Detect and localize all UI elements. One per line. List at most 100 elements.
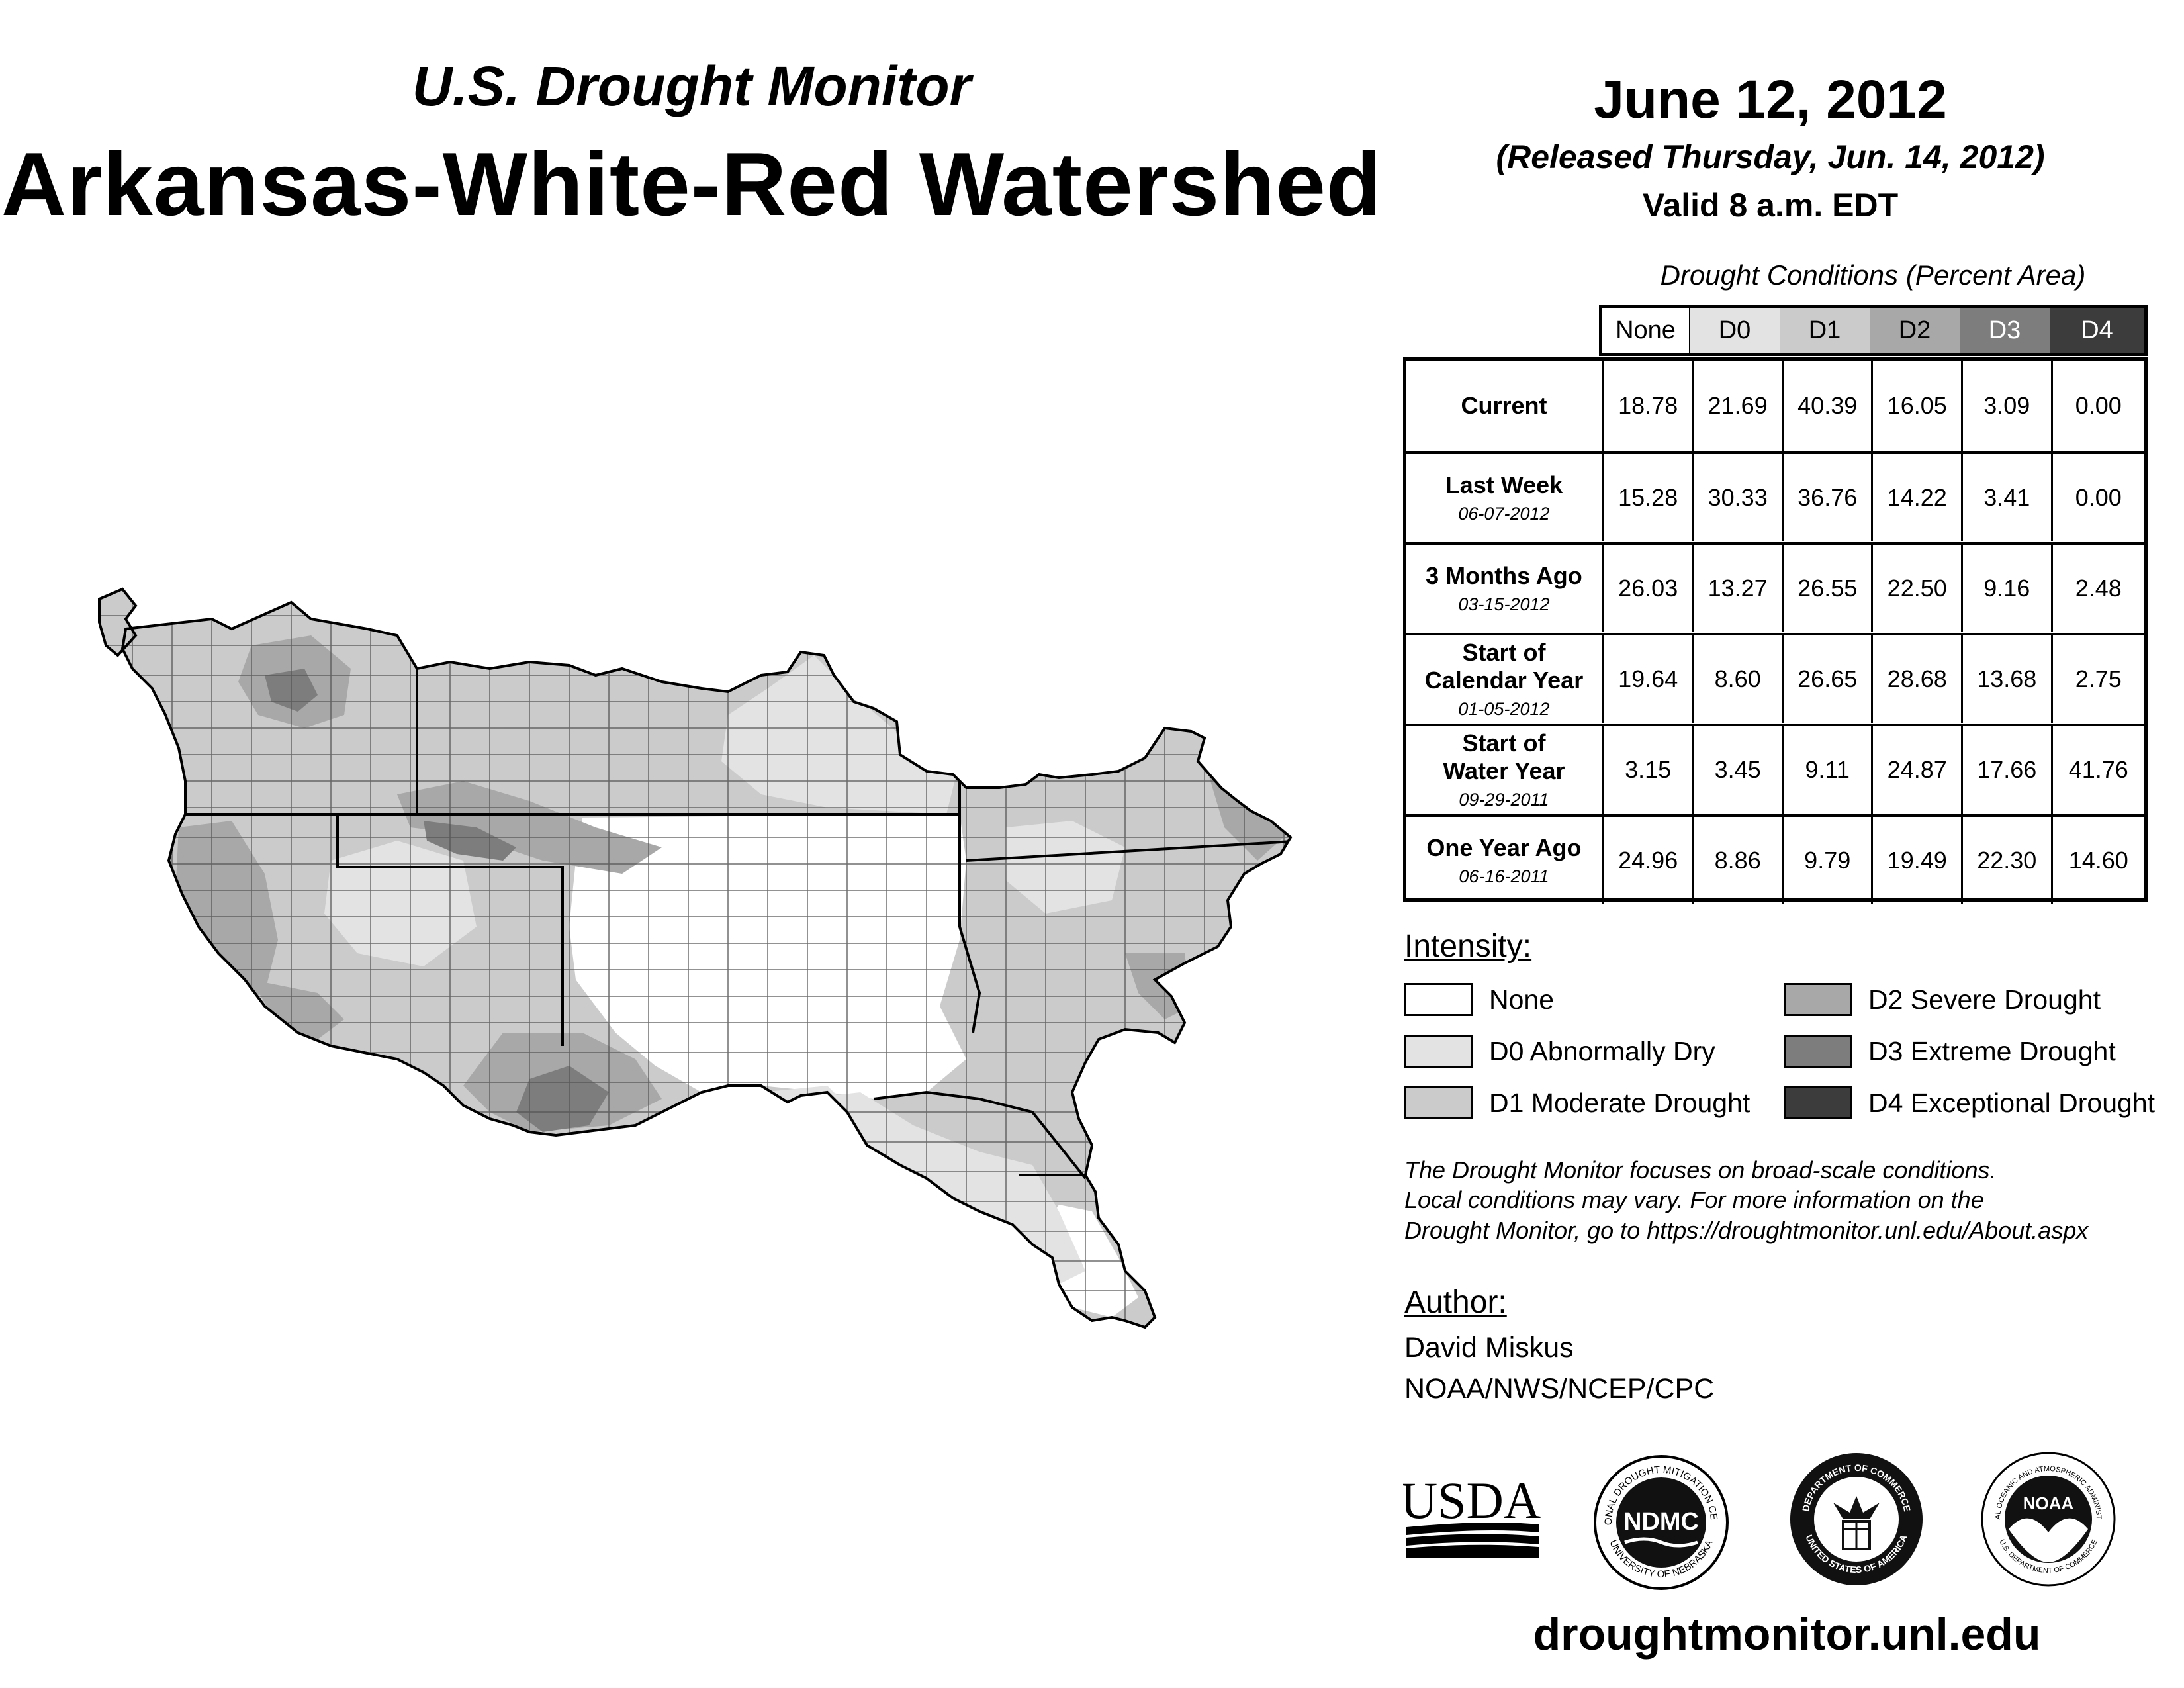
row-date: 06-16-2011 — [1459, 867, 1549, 887]
usda-text: USDA — [1403, 1472, 1541, 1529]
table-cell: 9.79 — [1784, 817, 1874, 904]
legend-label: D1 Moderate Drought — [1489, 1087, 1751, 1118]
row-label: 3 Months Ago 03-15-2012 — [1406, 545, 1604, 632]
table-cell: 15.28 — [1604, 454, 1694, 541]
watershed-map — [98, 588, 1292, 1329]
table-cell: 3.15 — [1604, 726, 1694, 814]
row-label: Current — [1406, 361, 1604, 451]
noaa-logo: NATIONAL OCEANIC AND ATMOSPHERIC ADMINIS… — [1979, 1450, 2116, 1587]
map-title: Arkansas-White-Red Watershed — [1, 134, 1383, 234]
table-cell: 0.00 — [2075, 392, 2122, 419]
table-cell: 8.60 — [1694, 635, 1784, 723]
legend-label: D2 Severe Drought — [1868, 984, 2101, 1015]
website-link[interactable]: droughtmonitor.unl.edu — [1533, 1609, 2041, 1660]
row-date: 03-15-2012 — [1458, 594, 1550, 615]
map-date: June 12, 2012 — [1594, 70, 1947, 130]
legend-swatch — [1404, 1086, 1473, 1119]
row-date: 01-05-2012 — [1458, 698, 1550, 719]
table-row: Last Week 06-07-2012 15.28 30.33 36.76 14.22 3… — [1406, 451, 2144, 541]
row-name: Current — [1461, 392, 1547, 420]
noaa-text: NOAA — [2023, 1493, 2074, 1513]
column-header: None — [1599, 305, 1692, 356]
table-cell: 28.68 — [1873, 635, 1963, 723]
row-date: 09-29-2011 — [1459, 789, 1549, 810]
row-name: Start of Water Year — [1443, 729, 1565, 784]
note-line: The Drought Monitor focuses on broad-sca… — [1404, 1156, 1997, 1184]
row-name: 3 Months Ago — [1426, 561, 1582, 589]
legend-label: D0 Abnormally Dry — [1489, 1035, 1715, 1066]
row-label: Start of Water Year 09-29-2011 — [1406, 726, 1604, 814]
table-cell: 26.65 — [1784, 635, 1874, 723]
row-label: Start of Calendar Year 01-05-2012 — [1406, 635, 1604, 723]
valid-time: Valid 8 a.m. EDT — [1642, 187, 1899, 224]
legend-swatch — [1404, 983, 1473, 1016]
table-cell: 3.45 — [1694, 726, 1784, 814]
disclaimer-note: The Drought Monitor focuses on broad-sca… — [1404, 1155, 2172, 1245]
table-row: Start of Calendar Year 01-05-2012 19.64 8.6… — [1406, 633, 2144, 723]
table-cell: 9.11 — [1784, 726, 1874, 814]
legend-label: None — [1489, 984, 1555, 1015]
table-cell: 8.86 — [1694, 817, 1784, 904]
table-cell: 30.33 — [1694, 454, 1784, 541]
legend-heading: Intensity: — [1404, 929, 1532, 964]
legend-item: D0 Abnormally Dry — [1404, 1035, 1715, 1068]
usda-logo: USDA — [1403, 1472, 1541, 1558]
table-cell: 2.75 — [2075, 665, 2122, 692]
table-row: Start of Water Year 09-29-2011 3.15 3.45 9.1… — [1406, 724, 2144, 814]
row-date: 06-07-2012 — [1458, 504, 1550, 524]
column-header: D2 — [1870, 305, 1963, 356]
table-cell: 40.39 — [1784, 361, 1874, 451]
table-cell: 2.48 — [2075, 575, 2122, 602]
row-label: Last Week 06-07-2012 — [1406, 454, 1604, 541]
release-date: (Released Thursday, Jun. 14, 2012) — [1496, 138, 2045, 175]
table-cell: 13.27 — [1694, 545, 1784, 632]
row-name: Last Week — [1445, 471, 1563, 498]
legend-item: D3 Extreme Drought — [1784, 1035, 2116, 1068]
table-cell: 19.64 — [1604, 635, 1694, 723]
table-cell: 13.68 — [1963, 635, 2053, 723]
ndmc-text: NDMC — [1623, 1508, 1699, 1536]
row-label: One Year Ago 06-16-2011 — [1406, 817, 1604, 904]
column-header: D4 — [2050, 305, 2148, 356]
legend-swatch — [1784, 1086, 1852, 1119]
table-cell: 24.87 — [1873, 726, 1963, 814]
commerce-logo: DEPARTMENT OF COMMERCE UNITED STATES OF … — [1790, 1453, 1923, 1585]
author-heading: Author: — [1404, 1285, 1507, 1320]
legend-item: D4 Exceptional Drought — [1784, 1086, 2155, 1119]
row-name: One Year Ago — [1426, 833, 1582, 861]
legend-swatch — [1404, 1035, 1473, 1068]
column-header: D0 — [1690, 305, 1783, 356]
table-cell: 14.60 — [2068, 847, 2128, 874]
note-line: Local conditions may vary. For more info… — [1404, 1186, 1984, 1214]
table-cell: 41.76 — [2068, 756, 2128, 783]
legend-item: D2 Severe Drought — [1784, 983, 2101, 1016]
author-org: NOAA/NWS/NCEP/CPC — [1404, 1373, 1715, 1405]
table-cell: 24.96 — [1604, 817, 1694, 904]
row-name: Start of Calendar Year — [1424, 639, 1584, 694]
table-cell: 3.09 — [1963, 361, 2053, 451]
legend-item: D1 Moderate Drought — [1404, 1086, 1750, 1119]
table-cell: 0.00 — [2075, 484, 2122, 511]
table-cell: 17.66 — [1963, 726, 2053, 814]
table-cell: 19.49 — [1873, 817, 1963, 904]
table-cell: 16.05 — [1873, 361, 1963, 451]
map-subtitle: U.S. Drought Monitor — [412, 55, 972, 117]
table-cell: 21.69 — [1694, 361, 1784, 451]
table-cell: 26.03 — [1604, 545, 1694, 632]
legend-swatch — [1784, 1035, 1852, 1068]
column-header: D3 — [1960, 305, 2053, 356]
legend-label: D3 Extreme Drought — [1868, 1035, 2116, 1066]
table-cell: 36.76 — [1784, 454, 1874, 541]
table-row: One Year Ago 06-16-2011 24.96 8.86 9.79 19.49… — [1406, 814, 2144, 904]
table-cell: 26.55 — [1784, 545, 1874, 632]
table-cell: 22.30 — [1963, 817, 2053, 904]
legend-label: D4 Exceptional Drought — [1868, 1087, 2156, 1118]
legend-item: None — [1404, 983, 1554, 1016]
table-cell: 9.16 — [1963, 545, 2053, 632]
table-title: Drought Conditions (Percent Area) — [1660, 259, 2086, 291]
note-line: Drought Monitor, go to https://droughtmo… — [1404, 1216, 2089, 1244]
author-name: David Miskus — [1404, 1332, 1574, 1364]
table-cell: 18.78 — [1604, 361, 1694, 451]
ndmc-logo: NATIONAL DROUGHT MITIGATION CENTER UNIVE… — [1592, 1453, 1729, 1590]
table-cell: 14.22 — [1873, 454, 1963, 541]
